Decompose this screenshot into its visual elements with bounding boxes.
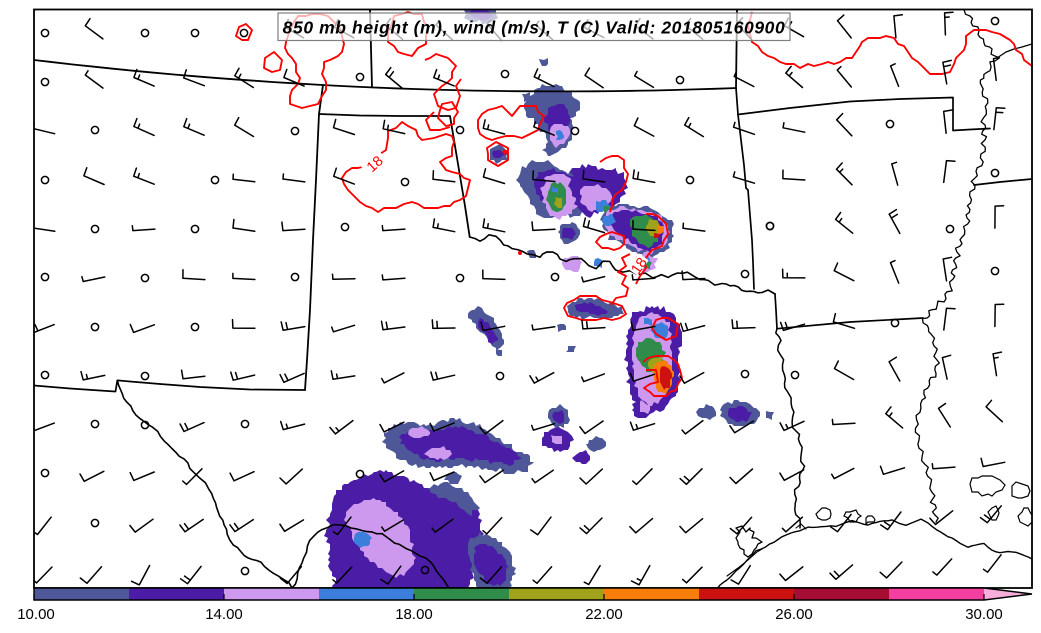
- svg-text:18: 18: [628, 255, 650, 277]
- svg-text:22.00: 22.00: [585, 606, 623, 623]
- svg-text:30.00: 30.00: [965, 606, 1003, 623]
- svg-text:14.00: 14.00: [205, 606, 243, 623]
- svg-text:850 mb height (m), wind (m/s),: 850 mb height (m), wind (m/s), T (C) Val…: [283, 18, 786, 38]
- svg-text:26.00: 26.00: [775, 606, 813, 623]
- svg-text:18.00: 18.00: [395, 606, 433, 623]
- svg-text:10.00: 10.00: [17, 606, 55, 623]
